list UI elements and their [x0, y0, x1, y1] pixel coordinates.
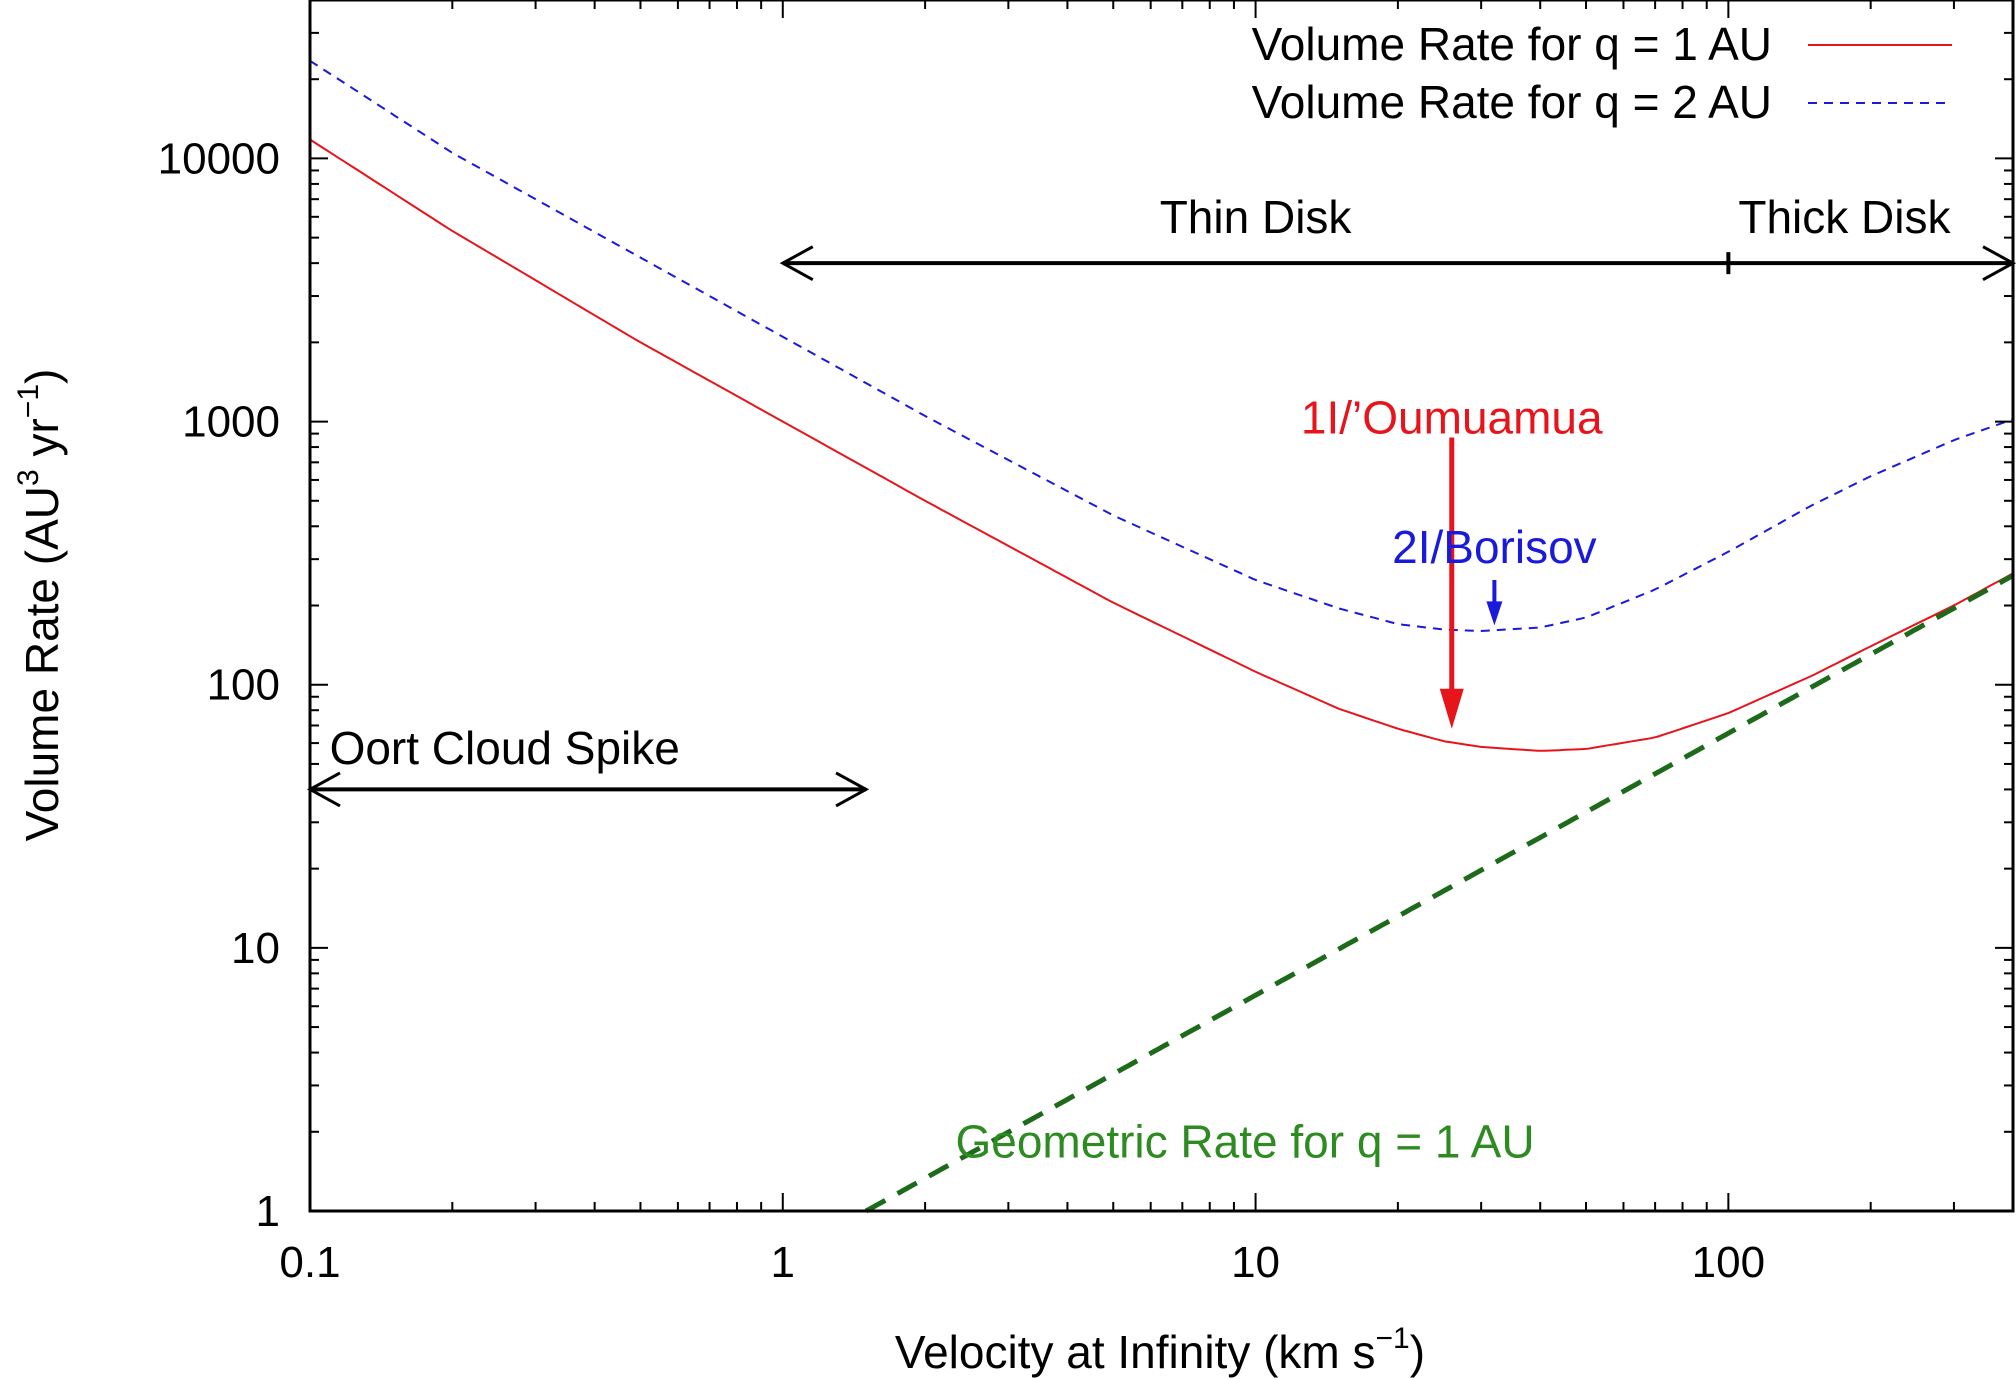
y-tick-label-3: 100 [207, 661, 280, 710]
annotation-label-6: Geometric Rate for q = 1 AU [955, 1115, 1534, 1167]
y-tick-label-4: 1000 [182, 398, 280, 447]
annotation-label-3: Thick Disk [1738, 191, 1951, 243]
series-line-2 [309, 59, 2014, 633]
x-tick-label-4: 100 [1692, 1238, 1765, 1287]
x-axis-title: Velocity at Infinity (km s−1) [895, 1322, 1425, 1378]
annotation-arrowhead-5 [1486, 601, 1503, 626]
legend: Volume Rate for q = 1 AU Volume Rate for … [1252, 18, 1952, 128]
series-line-3 [864, 573, 2015, 1214]
y-tick-label-2: 10 [231, 924, 280, 973]
y-axis-title: Volume Rate (AU3 yr−1) [12, 369, 68, 842]
plot-marks: Oort Cloud Spike Thin Disk Thick Disk 1I/’O… [306, 59, 2016, 1214]
annotation-label-4: 1I/’Oumuamua [1301, 392, 1603, 444]
y-tick-label-5: 10000 [158, 134, 280, 183]
annotation-label-2: Thin Disk [1160, 191, 1353, 243]
annotation-arrowhead-start-2 [779, 245, 814, 281]
annotation-arrowhead-4 [1439, 688, 1464, 729]
legend-entry-1: Volume Rate for q = 1 AU [1252, 18, 1772, 70]
x-tick-label-2: 1 [771, 1238, 795, 1287]
annotation-label-5: 2I/Borisov [1392, 521, 1597, 573]
x-tick-label-1: 0.1 [279, 1238, 340, 1287]
plot-frame [308, 0, 2015, 1213]
series-line-1 [309, 138, 2014, 752]
annotation-label-1: Oort Cloud Spike [330, 722, 680, 774]
annotation-arrowhead-end-1 [835, 771, 870, 808]
x-tick-label-3: 10 [1231, 1238, 1280, 1287]
legend-entry-2: Volume Rate for q = 2 AU [1252, 76, 1772, 128]
y-tick-label-1: 1 [256, 1187, 280, 1236]
